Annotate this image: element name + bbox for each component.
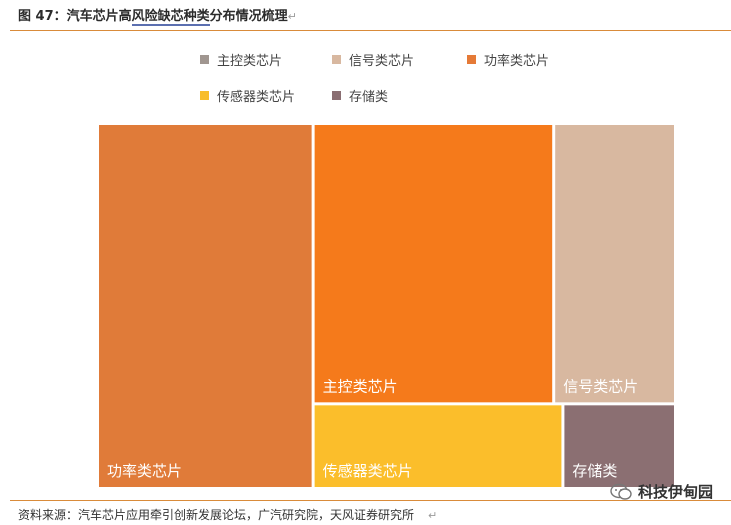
treemap-cell-label: 传感器类芯片 bbox=[323, 462, 413, 480]
wechat-icon bbox=[610, 483, 632, 500]
source-return-mark: ↵ bbox=[428, 509, 438, 522]
legend-label: 存储类 bbox=[349, 90, 389, 105]
legend-item: 信号类芯片 bbox=[332, 50, 414, 69]
figure-title: 图 47：汽车芯片高风险缺芯种类分布情况梳理↵ bbox=[18, 5, 297, 26]
watermark-text: 科技伊甸园 bbox=[637, 483, 713, 501]
treemap-cell bbox=[314, 125, 553, 403]
source-text: 资料来源：汽车芯片应用牵引创新发展论坛，广汽研究院，天风证券研究所 bbox=[18, 508, 415, 522]
legend-swatch bbox=[200, 55, 209, 64]
top-rule bbox=[10, 30, 731, 31]
legend-swatch bbox=[332, 55, 341, 64]
legend-label: 信号类芯片 bbox=[349, 54, 415, 69]
legend-item: 功率类芯片 bbox=[467, 50, 549, 69]
treemap-cell bbox=[555, 125, 674, 403]
legend-label: 传感器类芯片 bbox=[217, 90, 296, 105]
legend-label: 功率类芯片 bbox=[484, 54, 550, 69]
title-part-1: 图 47：汽车芯片高 bbox=[18, 9, 132, 24]
legend-swatch bbox=[200, 91, 209, 100]
treemap-cell-label: 存储类 bbox=[572, 462, 617, 480]
chart-legend: 主控类芯片 信号类芯片 功率类芯片传感器类芯片 存储类 bbox=[0, 0, 731, 110]
legend-swatch bbox=[467, 55, 476, 64]
bottom-rule bbox=[10, 500, 731, 501]
legend-item: 主控类芯片 bbox=[200, 50, 282, 69]
legend-swatch bbox=[332, 91, 341, 100]
legend-item: 传感器类芯片 bbox=[200, 86, 295, 105]
treemap-cell-label: 功率类芯片 bbox=[107, 462, 182, 480]
treemap-cell bbox=[99, 125, 312, 487]
title-return-mark: ↵ bbox=[287, 10, 297, 23]
legend-item: 存储类 bbox=[332, 86, 388, 105]
treemap-cell-label: 信号类芯片 bbox=[563, 377, 638, 395]
treemap-cell bbox=[314, 405, 562, 487]
source-note: 资料来源：汽车芯片应用牵引创新发展论坛，广汽研究院，天风证券研究所 ↵ bbox=[18, 506, 437, 523]
title-part-3: 分布情况梳理 bbox=[209, 9, 288, 24]
treemap-cell bbox=[564, 405, 674, 487]
title-part-2-underlined: 风险缺芯种类 bbox=[131, 9, 210, 26]
treemap-cell-label: 主控类芯片 bbox=[323, 377, 398, 395]
watermark: 科技伊甸园 bbox=[610, 481, 713, 502]
legend-label: 主控类芯片 bbox=[217, 54, 283, 69]
